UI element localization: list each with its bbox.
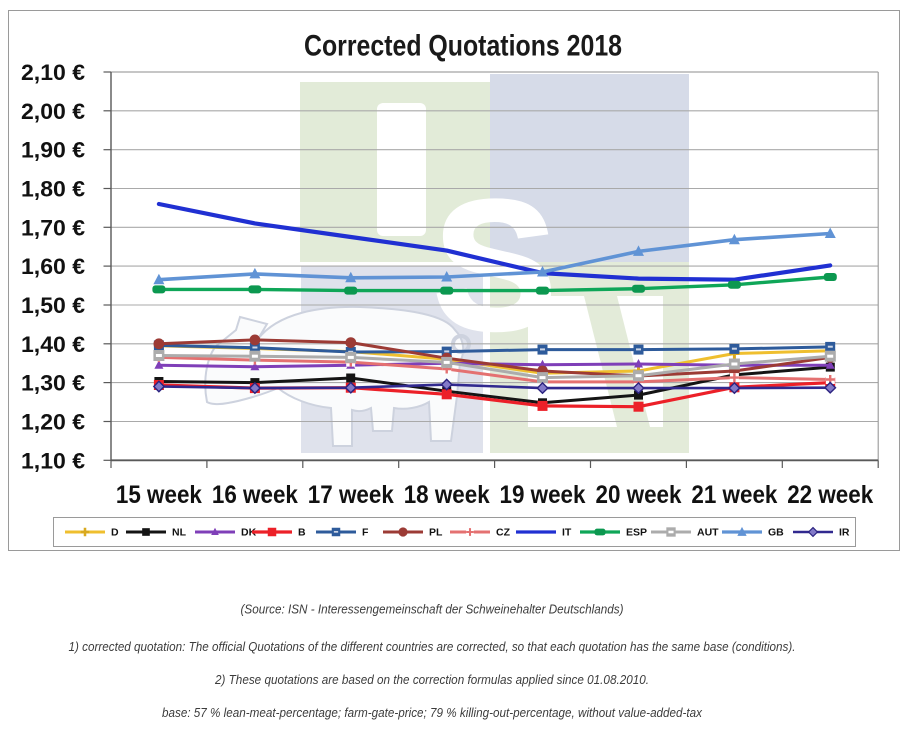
svg-text:2) These quotations are based: 2) These quotations are based on the cor… [214, 672, 649, 687]
svg-text:21 week: 21 week [691, 481, 777, 509]
svg-text:ESP: ESP [626, 527, 647, 539]
svg-text:1,40 €: 1,40 € [21, 332, 85, 357]
svg-text:1,60 €: 1,60 € [21, 254, 85, 279]
svg-text:IT: IT [562, 527, 572, 539]
svg-text:DK: DK [241, 527, 257, 539]
svg-text:1,20 €: 1,20 € [21, 410, 85, 435]
svg-text:CZ: CZ [496, 527, 511, 539]
svg-text:1,70 €: 1,70 € [21, 215, 85, 240]
svg-text:1) corrected quotation: The of: 1) corrected quotation: The official Quo… [69, 639, 796, 654]
svg-text:1,10 €: 1,10 € [21, 448, 85, 473]
svg-text:1,30 €: 1,30 € [21, 371, 85, 396]
svg-text:17 week: 17 week [308, 481, 394, 509]
svg-text:1,50 €: 1,50 € [21, 293, 85, 318]
svg-text:NL: NL [172, 527, 187, 539]
svg-text:IR: IR [839, 527, 850, 539]
svg-text:16 week: 16 week [212, 481, 298, 509]
svg-text:20 week: 20 week [596, 481, 682, 509]
svg-text:18 week: 18 week [404, 481, 490, 509]
svg-text:19 week: 19 week [500, 481, 586, 509]
svg-text:Corrected Quotations 2018: Corrected Quotations 2018 [304, 30, 622, 63]
svg-text:B: B [298, 527, 306, 539]
svg-text:2,10 €: 2,10 € [21, 60, 85, 85]
svg-text:15 week: 15 week [116, 481, 202, 509]
svg-text:D: D [111, 527, 119, 539]
svg-text:(Source: ISN - Interessengemei: (Source: ISN - Interessengemeinschaft de… [241, 602, 624, 617]
svg-text:1,80 €: 1,80 € [21, 177, 85, 202]
svg-text:22 week: 22 week [787, 481, 873, 509]
svg-text:F: F [362, 527, 369, 539]
svg-text:base: 57 % lean-meat-percentag: base: 57 % lean-meat-percentage; farm-ga… [162, 705, 702, 720]
svg-text:PL: PL [429, 527, 443, 539]
svg-text:AUT: AUT [697, 527, 719, 539]
svg-text:2,00 €: 2,00 € [21, 99, 85, 124]
svg-text:GB: GB [768, 527, 784, 539]
svg-text:1,90 €: 1,90 € [21, 138, 85, 163]
